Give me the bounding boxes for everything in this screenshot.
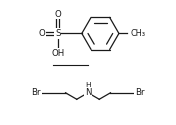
Text: S: S	[55, 29, 61, 38]
Text: OH: OH	[51, 49, 64, 58]
Text: Br: Br	[32, 88, 41, 97]
Text: O: O	[54, 10, 61, 19]
Text: N: N	[85, 88, 91, 97]
Text: O: O	[38, 29, 45, 38]
Text: Br: Br	[135, 88, 144, 97]
Text: CH₃: CH₃	[130, 29, 145, 38]
Text: H: H	[85, 82, 91, 88]
